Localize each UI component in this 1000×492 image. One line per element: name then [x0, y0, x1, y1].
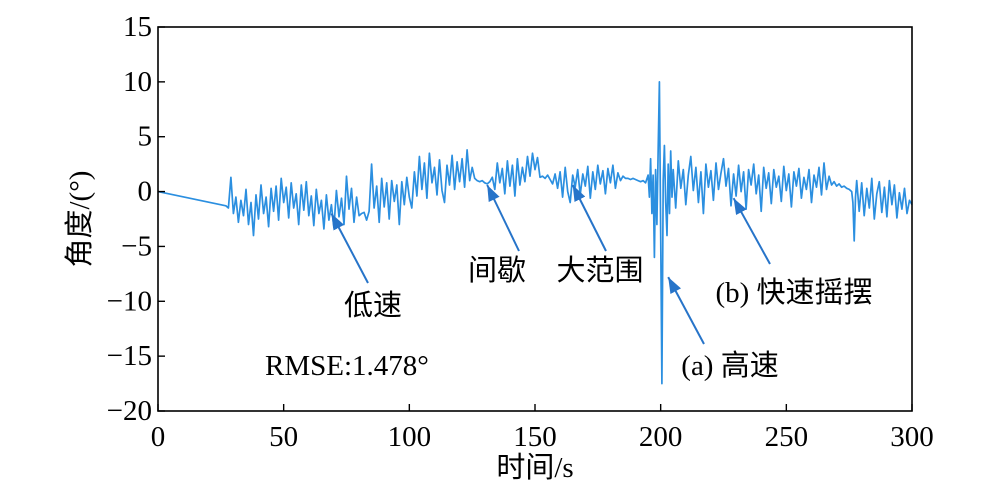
annotation-label-wide-range: 大范围: [556, 254, 643, 287]
y-tick-label: 0: [138, 176, 153, 208]
rmse-label: RMSE:1.478°: [265, 350, 429, 382]
x-tick-label: 250: [765, 421, 809, 453]
x-tick-label: 300: [890, 421, 934, 453]
x-tick-label: 0: [151, 421, 166, 453]
annotation-arrow-wide-range: [571, 184, 607, 252]
annotation-label-high-speed: (a) 高速: [681, 349, 778, 382]
y-tick-label: 10: [123, 66, 152, 98]
y-tick-label: −5: [121, 230, 152, 262]
annotation-arrow-low-speed: [330, 213, 369, 284]
x-tick-label: 50: [269, 421, 298, 453]
annotation-layer: 低速 间歇 大范围 (b) 快速摇摆 (a) 高速: [330, 184, 873, 382]
annotation-arrow-fast-swing: [732, 197, 771, 265]
annotation-label-intermittent: 间歇: [468, 254, 526, 287]
y-axis-label: 角度/(°): [63, 171, 96, 268]
y-tick-label: −20: [107, 395, 152, 427]
y-tick-label: −15: [107, 340, 152, 372]
x-tick-label: 100: [388, 421, 432, 453]
y-tick-label: 15: [123, 11, 152, 43]
y-tick-label: 5: [138, 121, 153, 153]
x-axis-label: 时间/s: [496, 451, 573, 484]
x-tick-label: 200: [639, 421, 683, 453]
x-tick-label: 150: [513, 421, 557, 453]
annotation-arrow-intermittent: [486, 184, 520, 252]
annotation-arrow-high-speed: [667, 276, 705, 345]
annotation-label-fast-swing: (b) 快速摇摆: [715, 276, 872, 309]
series-layer: [157, 81, 913, 385]
y-tick-label: −10: [107, 285, 152, 317]
annotation-label-low-speed: 低速: [344, 289, 402, 322]
series-line: [157, 81, 913, 385]
